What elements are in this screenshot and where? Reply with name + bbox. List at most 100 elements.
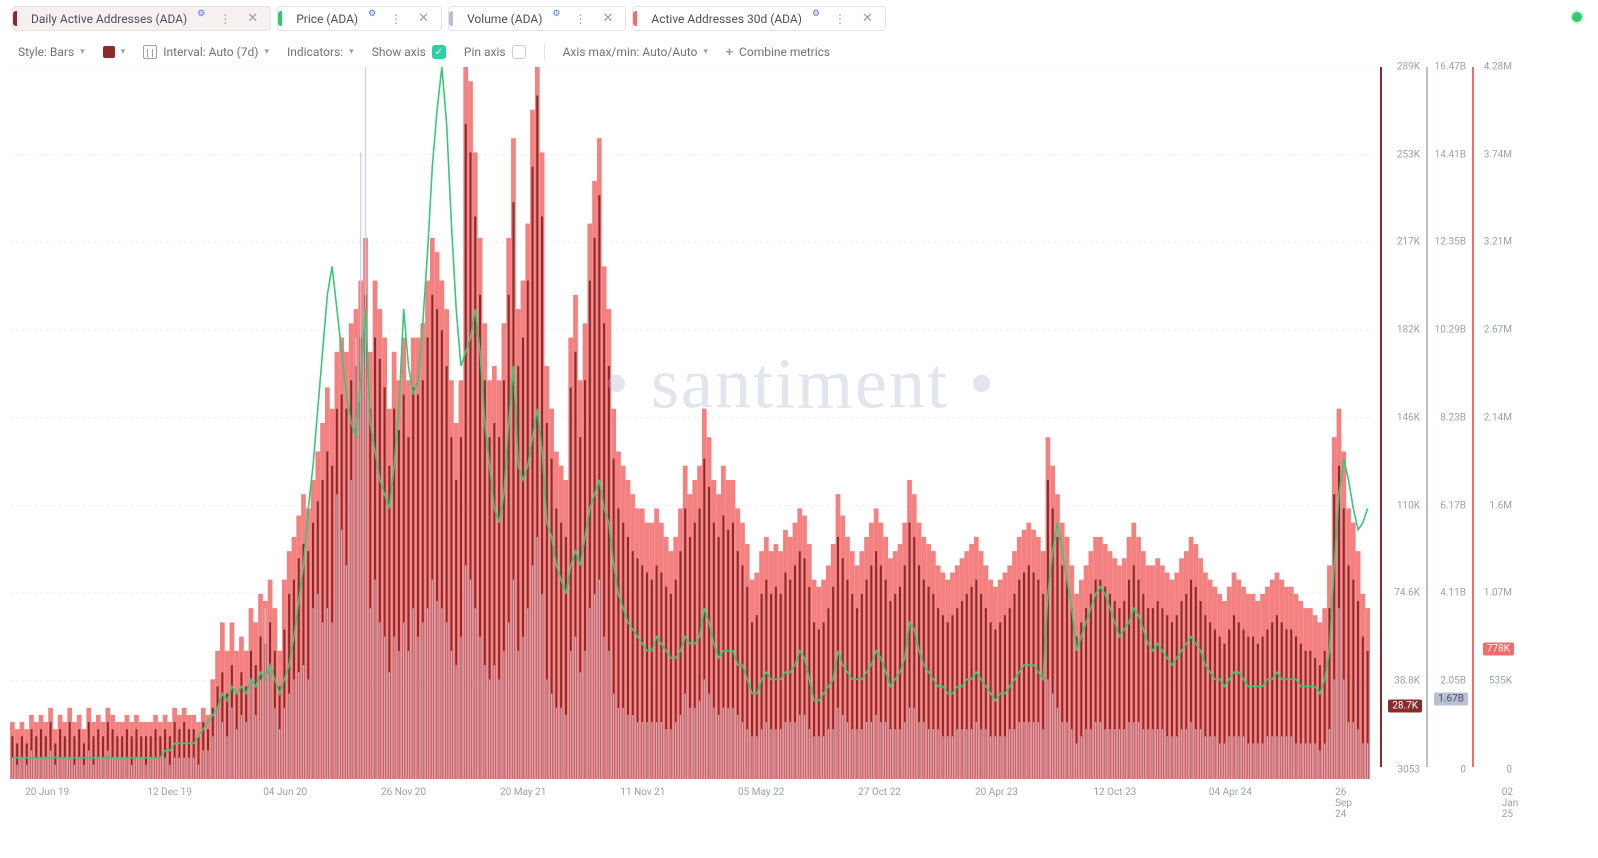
close-icon[interactable]: ✕: [243, 11, 262, 26]
connection-status-dot: [1572, 12, 1582, 22]
metric-color-stripe: [633, 11, 637, 26]
plus-icon: +: [726, 45, 733, 60]
x-axis-tick: 27 Oct 22: [858, 787, 901, 798]
y-axis-tick: 16.47B: [1435, 62, 1466, 73]
close-icon[interactable]: ✕: [858, 11, 877, 26]
interval-icon: [143, 45, 157, 59]
kebab-menu-icon[interactable]: ⋮: [830, 12, 850, 26]
gear-icon[interactable]: ⚙: [197, 9, 205, 19]
y-axis-tick: 2.67M: [1484, 324, 1512, 335]
interval-selector[interactable]: Interval: Auto (7d) ▾: [143, 45, 269, 59]
y-axis-tick: 253K: [1397, 149, 1420, 160]
combine-metrics-button[interactable]: + Combine metrics: [726, 45, 830, 60]
y-axis-current-marker: 1.67B: [1434, 693, 1468, 706]
metric-label: Volume (ADA): [467, 12, 546, 26]
y-axis-tick: 4.11B: [1440, 588, 1466, 599]
checkbox-checked-icon: ✓: [432, 45, 446, 59]
x-axis-tick: 04 Jun 20: [263, 787, 307, 798]
chevron-down-icon: ▾: [121, 47, 126, 57]
metric-label: Active Addresses 30d (ADA): [651, 12, 806, 26]
x-axis-tick: 11 Nov 21: [620, 787, 665, 798]
close-icon[interactable]: ✕: [598, 11, 617, 26]
style-color-picker[interactable]: ▾: [103, 46, 126, 58]
kebab-menu-icon[interactable]: ⋮: [386, 12, 406, 26]
checkbox-unchecked-icon: [512, 45, 526, 59]
x-axis-tick: 05 May 22: [738, 787, 784, 798]
x-axis-tick: 12 Dec 19: [147, 787, 192, 798]
y-axis-daa: 289K253K217K182K146K110K74.6K38.8K305328…: [1380, 67, 1424, 779]
chart-container: santiment 289K253K217K182K146K110K74.6K3…: [10, 67, 1590, 787]
y-axis-current-marker: 28.7K: [1388, 700, 1422, 713]
style-label: Style: Bars: [18, 45, 74, 59]
chart-toolbar: Style: Bars ▾ ▾ Interval: Auto (7d) ▾ In…: [0, 37, 1598, 67]
y-axis-tick: 4.28M: [1484, 62, 1512, 73]
metric-pill[interactable]: Active Addresses 30d (ADA) ⚙ ⋮ ✕: [632, 6, 886, 31]
chart-canvas[interactable]: [10, 67, 1376, 785]
y-axis-tick: 14.41B: [1435, 149, 1466, 160]
x-axis-tick: 26 Nov 20: [381, 787, 426, 798]
metric-label: Price (ADA): [296, 12, 362, 26]
x-axis-tick: 04 Apr 24: [1209, 787, 1252, 798]
metric-color-stripe: [278, 11, 282, 26]
y-axis-tick: 6.17B: [1440, 500, 1466, 511]
x-axis-tick: 20 Jun 19: [25, 787, 69, 798]
gear-icon[interactable]: ⚙: [812, 9, 820, 19]
metric-color-stripe: [13, 11, 17, 26]
y-axis-aa30d: 4.28M3.74M3.21M2.67M2.14M1.6M1.07M535K07…: [1472, 67, 1516, 779]
y-axis-tick: 12.35B: [1435, 237, 1466, 248]
combine-label: Combine metrics: [739, 45, 830, 59]
y-axis-tick: 8.23B: [1440, 413, 1466, 424]
y-axis-volume: 16.47B14.41B12.35B10.29B8.23B6.17B4.11B2…: [1426, 67, 1470, 779]
y-axis-current-marker: 778K: [1483, 643, 1514, 656]
interval-label: Interval: Auto (7d): [163, 45, 258, 59]
x-axis-tick: 26 Sep 24: [1335, 787, 1365, 820]
x-axis-tick: 12 Oct 23: [1093, 787, 1136, 798]
y-axis-tick: 3.21M: [1484, 237, 1512, 248]
y-axis-tick: 10.29B: [1435, 324, 1466, 335]
close-icon[interactable]: ✕: [414, 11, 433, 26]
y-axis-tick: 289K: [1397, 62, 1420, 73]
x-axis-tick: 20 Apr 23: [975, 787, 1018, 798]
y-axis-tick: 217K: [1397, 237, 1420, 248]
indicators-selector[interactable]: Indicators: ▾: [287, 45, 354, 59]
metric-color-stripe: [449, 11, 453, 26]
y-axis-tick: 74.6K: [1394, 588, 1420, 599]
show-axis-toggle[interactable]: Show axis ✓: [372, 45, 446, 59]
metric-pill[interactable]: Volume (ADA) ⚙ ⋮ ✕: [448, 6, 626, 31]
y-axis-tick: 0: [1460, 765, 1466, 776]
axis-minmax-label: Axis max/min: Auto/Auto: [563, 45, 698, 59]
y-axis-tick: 3.74M: [1484, 149, 1512, 160]
y-axis-tick: 1.07M: [1484, 588, 1512, 599]
axis-minmax-selector[interactable]: Axis max/min: Auto/Auto ▾: [563, 45, 708, 59]
y-axis-tick: 2.14M: [1484, 413, 1512, 424]
y-axis-tick: 38.8K: [1394, 675, 1420, 686]
pin-axis-toggle[interactable]: Pin axis: [464, 45, 526, 59]
y-axis-tick: 1.6M: [1489, 500, 1512, 511]
pin-axis-label: Pin axis: [464, 45, 506, 59]
chevron-down-icon: ▾: [264, 47, 269, 57]
metric-label: Daily Active Addresses (ADA): [31, 12, 191, 26]
chevron-down-icon: ▾: [80, 47, 85, 57]
color-swatch: [103, 46, 115, 58]
y-axis-tick: 110K: [1397, 500, 1420, 511]
chevron-down-icon: ▾: [349, 47, 354, 57]
metric-pill[interactable]: Daily Active Addresses (ADA) ⚙ ⋮ ✕: [12, 6, 271, 31]
indicators-label: Indicators:: [287, 45, 343, 59]
y-axis-tick: 3053: [1398, 765, 1420, 776]
x-axis-end-label: 02 Jan 25: [1502, 787, 1518, 820]
gear-icon[interactable]: ⚙: [552, 9, 560, 19]
x-axis-tick: 20 May 21: [500, 787, 546, 798]
show-axis-label: Show axis: [372, 45, 426, 59]
metric-pill[interactable]: Price (ADA) ⚙ ⋮ ✕: [277, 6, 442, 31]
y-axis-tick: 146K: [1397, 413, 1420, 424]
y-axis-tick: 0: [1506, 765, 1512, 776]
kebab-menu-icon[interactable]: ⋮: [570, 12, 590, 26]
toolbar-separator: [544, 43, 545, 61]
y-axis-tick: 182K: [1397, 324, 1420, 335]
kebab-menu-icon[interactable]: ⋮: [215, 12, 235, 26]
style-selector[interactable]: Style: Bars ▾: [18, 45, 85, 59]
chevron-down-icon: ▾: [703, 47, 708, 57]
metric-pills-row: Daily Active Addresses (ADA) ⚙ ⋮ ✕ Price…: [0, 0, 1598, 37]
gear-icon[interactable]: ⚙: [368, 9, 376, 19]
y-axis-tick: 2.05B: [1440, 675, 1466, 686]
